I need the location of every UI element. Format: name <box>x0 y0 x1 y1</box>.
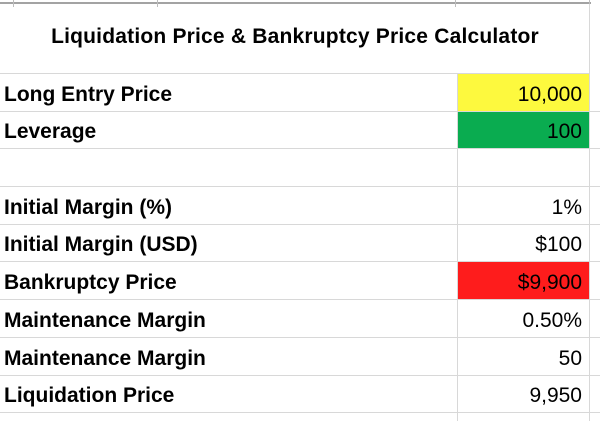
value-cell[interactable]: 1% <box>551 195 582 219</box>
right-gutter <box>590 338 600 375</box>
right-gutter <box>590 149 600 186</box>
table-row: Maintenance Margin 0.50% <box>0 300 600 338</box>
value-cell[interactable]: $100 <box>535 233 582 257</box>
row-label-long-entry-price[interactable]: Long Entry Price <box>4 82 173 106</box>
table-row: Long Entry Price 10,000 <box>0 74 600 112</box>
gridline-stub <box>13 0 14 7</box>
row-label-initial-margin-usd[interactable]: Initial Margin (USD) <box>4 233 198 257</box>
right-gutter <box>590 225 600 262</box>
table-row: Initial Margin (USD) $100 <box>0 225 600 263</box>
table-row: Initial Margin (%) 1% <box>0 187 600 225</box>
value-cell[interactable]: 9,950 <box>529 384 582 408</box>
row-label-partial <box>0 413 457 421</box>
value-cell[interactable]: 100 <box>457 111 590 149</box>
right-gutter <box>590 413 600 421</box>
value-cell[interactable] <box>457 149 590 186</box>
right-gutter <box>590 262 600 299</box>
value-cell[interactable]: 10,000 <box>457 74 590 111</box>
right-edge-gridline <box>589 4 590 421</box>
title-row: Liquidation Price & Bankruptcy Price Cal… <box>0 4 590 74</box>
row-label-initial-margin-pct[interactable]: Initial Margin (%) <box>4 195 172 219</box>
partial-bottom-row <box>0 413 600 421</box>
table-row: Maintenance Margin 50 <box>0 338 600 376</box>
right-gutter <box>590 376 600 413</box>
right-gutter <box>590 300 600 337</box>
value-cell[interactable]: 0.50% <box>522 308 582 332</box>
right-gutter <box>590 74 600 111</box>
row-label-empty[interactable] <box>0 149 457 186</box>
page-title: Liquidation Price & Bankruptcy Price Cal… <box>51 24 539 48</box>
row-label-leverage[interactable]: Leverage <box>4 120 97 144</box>
row-label-liquidation-price[interactable]: Liquidation Price <box>4 384 175 408</box>
right-gutter <box>590 187 600 224</box>
value-cell-partial <box>457 413 590 421</box>
gridline-stub <box>157 0 158 7</box>
right-gutter <box>590 112 600 149</box>
value-cell[interactable]: 50 <box>558 346 582 370</box>
row-label-bankruptcy-price[interactable]: Bankruptcy Price <box>4 271 177 295</box>
table-row <box>0 149 600 188</box>
row-label-maintenance-margin-amt[interactable]: Maintenance Margin <box>4 346 206 370</box>
table-row: Leverage 100 <box>0 111 600 150</box>
gridline-stub <box>455 0 456 7</box>
row-label-maintenance-margin-pct[interactable]: Maintenance Margin <box>4 308 206 332</box>
table-body: Long Entry Price 10,000 Leverage 100 Ini… <box>0 74 600 421</box>
value-cell[interactable]: $9,900 <box>457 262 590 300</box>
top-border-line <box>0 2 591 4</box>
gridline-stub <box>589 0 590 7</box>
table-row: Liquidation Price 9,950 <box>0 376 600 414</box>
table-row: Bankruptcy Price $9,900 <box>0 262 600 301</box>
column-divider-gridline <box>457 74 458 421</box>
